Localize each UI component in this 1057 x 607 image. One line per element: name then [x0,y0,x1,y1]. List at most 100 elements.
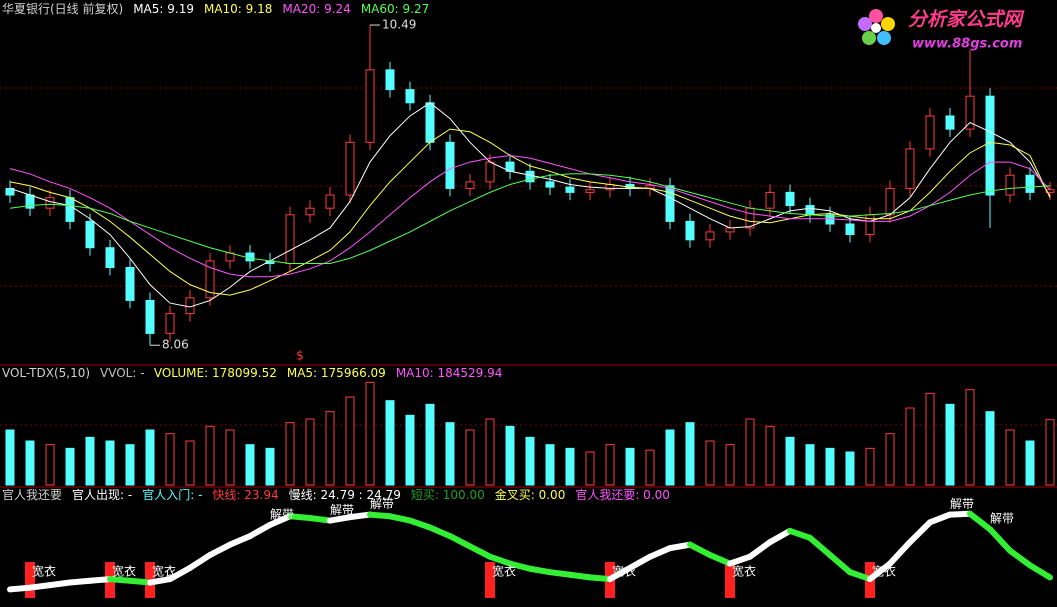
fast-line-segment [507,560,533,572]
fast-line-segment [247,521,273,540]
fast-line-segment [67,577,93,586]
logo-url: www.88gs.com [912,37,1022,52]
annotation: 宽衣 [732,564,756,579]
volume-bar [565,447,575,486]
fast-line-segment [47,579,73,589]
volume-bar [65,447,75,486]
fast-line-segment [607,564,633,583]
volume-bar [905,407,915,486]
fast-line-segment [467,543,493,560]
fast-line-segment [907,519,933,546]
panel-header: VOL-TDX(5,10) VVOL: - VOLUME: 178099.52 MA5… [2,366,502,380]
candle-body [725,227,735,233]
candle-body [365,69,375,143]
volume-bar [285,422,295,486]
candle-body [1025,174,1035,193]
signal-bar [485,562,495,598]
volume-bar [865,447,875,486]
fast-line-segment [527,565,553,576]
annotation: 解带 [330,503,354,517]
volume-bar [685,422,695,486]
volume-bar [245,444,255,486]
volume-bar [525,436,535,486]
candle-body [665,185,675,222]
candle-body [485,161,495,183]
annotation: 宽衣 [872,564,896,579]
volume-bar [165,433,175,486]
ma-line [9,173,1051,265]
candle-body [465,181,475,189]
candle-body [145,299,155,334]
fast-line-segment [7,584,33,593]
annotation: 解带 [950,497,974,511]
fast-line-segment [207,541,233,558]
fast-line-segment [547,569,573,578]
volume-bar [385,400,395,486]
candle-body [985,95,995,196]
candle-body [325,194,335,209]
candle-body [565,186,575,193]
fast-line-segment [147,576,173,586]
volume-bar [125,444,135,486]
petal [877,31,891,45]
annotation: 宽衣 [612,564,636,579]
candle-body [785,191,795,207]
fast-line-segment [807,534,833,558]
candle-body [805,205,815,216]
annotation: 解带 [370,497,394,511]
volume-bar [785,436,795,486]
volume-bar [505,425,515,486]
fast-line-segment [747,539,773,560]
high-label: 10.49 [382,18,416,32]
candle-body [965,95,975,130]
fast-line-segment [387,513,413,524]
candle-body [905,148,915,189]
petal [869,9,883,23]
fast-line-segment [947,510,973,518]
fast-line-segment [927,511,953,526]
petal [881,17,895,31]
annotation: 宽衣 [152,564,176,579]
marker: $ [296,349,304,363]
volume-bar [325,411,335,486]
candle-body [425,102,435,143]
candle-body [525,170,535,183]
fast-line-segment [87,576,113,584]
fast-line-segment [967,510,993,533]
volume-bar [105,440,115,486]
volume-bar [205,425,215,486]
volume-bar [1045,419,1055,486]
candle-body [445,141,455,189]
fast-line-segment [827,552,853,576]
volume-bar [605,444,615,486]
fast-line-segment [427,524,453,540]
fast-line-segment [307,515,333,524]
fast-line-segment [1027,562,1053,581]
fast-line-segment [267,513,293,528]
candle-body [1005,174,1015,196]
candle-body [765,191,775,209]
legend-entry: 金叉买: 0.00 [495,487,566,502]
candle-body [125,266,135,301]
fast-line-segment [867,560,893,583]
annotation: 宽衣 [492,564,516,579]
legend-entry: MA5: 175966.09 [287,366,386,380]
panel-title: 华夏银行(日线 前复权) [2,1,123,16]
fast-line-segment [347,511,373,521]
candle-body [865,214,875,236]
fast-line-segment [987,526,1013,554]
volume-bar [45,444,55,486]
volume-bar [705,440,715,486]
candle-body [845,223,855,236]
legend-entry: VVOL: - [100,366,144,380]
fast-line-segment [327,514,353,524]
volume-bar [985,411,995,486]
legend-entry: MA5: 9.19 [133,2,194,16]
petal [858,17,872,31]
annotation: 宽衣 [32,564,56,579]
candle-body [405,89,415,104]
volume-bar [585,451,595,486]
fast-line-segment [287,513,313,522]
candle-body [65,197,75,222]
